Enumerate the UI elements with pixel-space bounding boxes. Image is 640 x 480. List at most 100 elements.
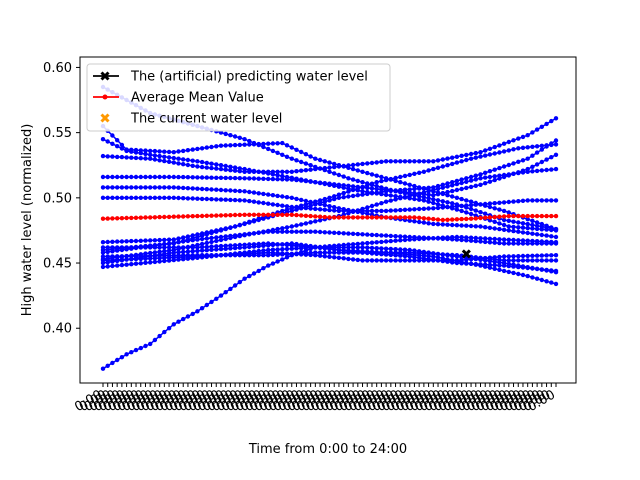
- sample-point: [162, 329, 167, 335]
- sample-point: [402, 207, 408, 212]
- sample-point: [374, 180, 379, 185]
- sample-point: [483, 225, 488, 230]
- sample-point: [110, 185, 115, 190]
- sample-point: [171, 160, 176, 165]
- sample-point: [525, 169, 530, 174]
- sample-point: [119, 262, 125, 268]
- sample-point: [133, 195, 139, 200]
- sample-point: [284, 252, 290, 257]
- sample-point: [270, 247, 276, 252]
- y-tick-label: 0.55: [43, 126, 72, 141]
- sample-point: [110, 141, 115, 146]
- sample-point: [492, 151, 497, 156]
- average-point: [166, 214, 172, 220]
- sample-point: [468, 206, 474, 212]
- sample-point: [143, 195, 148, 200]
- sample-point: [412, 252, 417, 258]
- sample-point: [534, 258, 540, 263]
- sample-point: [119, 174, 125, 180]
- sample-point: [124, 185, 129, 190]
- sample-point: [133, 245, 139, 250]
- sample-point: [435, 205, 441, 211]
- sample-point: [138, 345, 143, 351]
- sample-point: [379, 159, 384, 164]
- sample-point: [261, 230, 266, 235]
- sample-point: [237, 176, 242, 181]
- sample-point: [138, 261, 143, 266]
- sample-point: [327, 254, 332, 259]
- sample-point: [214, 197, 219, 202]
- sample-point: [185, 148, 191, 153]
- sample-point: [355, 241, 360, 247]
- sample-point: [388, 233, 393, 239]
- sample-point: [374, 246, 379, 251]
- sample-point: [214, 175, 219, 180]
- sample-point: [350, 184, 356, 189]
- sample-point: [317, 229, 323, 235]
- sample-point: [459, 186, 464, 192]
- sample-point: [119, 239, 125, 244]
- sample-point: [308, 250, 313, 256]
- sample-point: [369, 160, 375, 166]
- sample-point: [100, 195, 106, 200]
- sample-point: [506, 172, 511, 177]
- sample-point: [374, 202, 379, 207]
- sample-point: [157, 245, 162, 250]
- sample-point: [501, 222, 507, 228]
- average-point: [308, 213, 313, 219]
- sample-point: [369, 258, 375, 263]
- sample-point: [506, 254, 511, 259]
- sample-point: [332, 250, 337, 255]
- sample-point: [129, 262, 134, 267]
- sample-point: [511, 219, 516, 224]
- sample-point: [360, 169, 365, 174]
- sample-point: [360, 249, 365, 254]
- sample-point: [497, 237, 502, 242]
- sample-point: [129, 238, 134, 244]
- sample-point: [322, 254, 327, 259]
- sample-point: [313, 245, 318, 250]
- sample-point: [138, 156, 143, 161]
- sample-point: [374, 160, 379, 165]
- sample-point: [501, 260, 507, 266]
- sample-series-16: [100, 241, 559, 287]
- sample-point: [214, 238, 219, 244]
- sample-point: [332, 164, 337, 170]
- sample-point: [336, 243, 342, 248]
- sample-point: [266, 229, 271, 234]
- sample-point: [275, 252, 280, 257]
- sample-point: [256, 244, 261, 249]
- sample-point: [157, 158, 162, 163]
- sample-point: [332, 161, 337, 167]
- sample-point: [185, 196, 191, 201]
- sample-point: [468, 156, 474, 161]
- sample-point: [478, 176, 483, 181]
- average-point: [553, 213, 559, 219]
- average-point: [171, 214, 176, 219]
- sample-point: [237, 188, 242, 194]
- average-point: [280, 212, 285, 217]
- sample-point: [369, 232, 375, 238]
- sample-point: [549, 280, 554, 285]
- sample-point: [435, 186, 441, 191]
- sample-point: [459, 196, 464, 202]
- average-point: [506, 213, 511, 219]
- sample-point: [223, 188, 228, 193]
- sample-point: [492, 167, 497, 172]
- sample-point: [501, 164, 507, 169]
- sample-point: [346, 231, 351, 236]
- average-point: [525, 213, 530, 219]
- sample-point: [421, 186, 427, 191]
- sample-point: [365, 258, 370, 263]
- sample-point: [553, 240, 559, 245]
- sample-point: [232, 142, 238, 148]
- sample-point: [421, 249, 427, 255]
- sample-point: [185, 175, 191, 180]
- sample-point: [374, 173, 379, 178]
- sample-point: [237, 245, 242, 250]
- sample-point: [341, 231, 346, 236]
- sample-point: [223, 226, 228, 232]
- sample-point: [520, 272, 526, 278]
- sample-point: [544, 198, 549, 203]
- sample-point: [275, 229, 280, 234]
